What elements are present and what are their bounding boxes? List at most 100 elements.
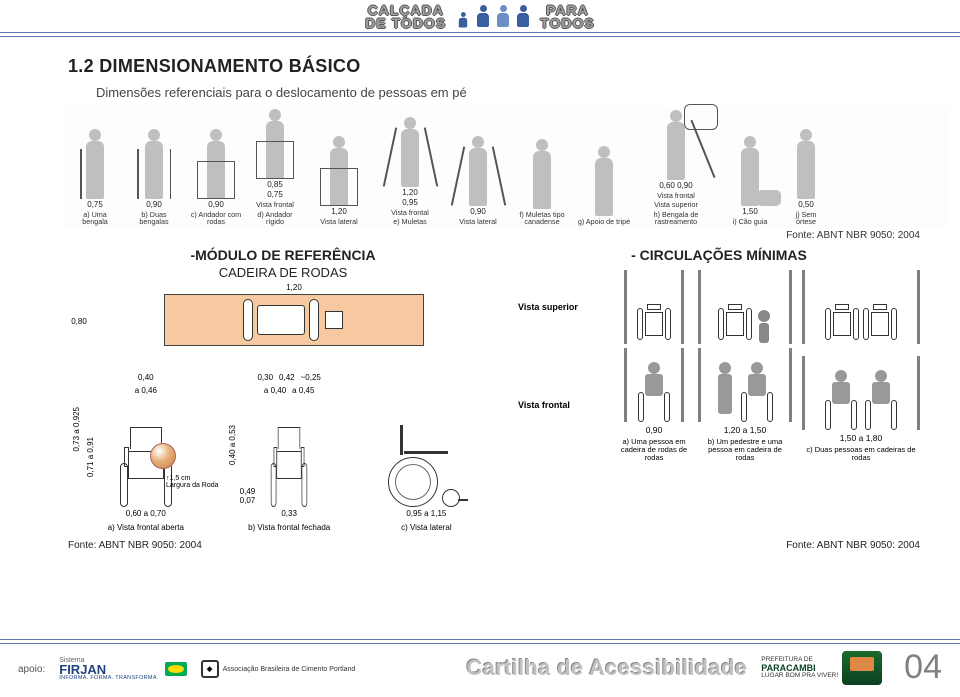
page-content: 1.2 DIMENSIONAMENTO BÁSICO Dimensões ref… xyxy=(0,42,960,551)
min-circulation-column: - CIRCULAÇÕES MÍNIMAS Vista superior xyxy=(518,247,920,465)
wheelchair-user-front-icon xyxy=(863,370,899,430)
people-icon xyxy=(454,5,532,29)
caption: a) Vista frontal aberta xyxy=(108,523,184,532)
pedestrian-figure: f) Muletas tipo canadense xyxy=(514,129,570,226)
circulation-cell xyxy=(620,270,688,344)
logo-text-line: DE TODOS xyxy=(365,17,446,30)
circulation-title: - CIRCULAÇÕES MÍNIMAS xyxy=(518,247,920,264)
width-dim: 0,90 xyxy=(646,425,663,435)
sponsor-firjan: Sistema FIRJAN INFORMA. FORMA. TRANSFORM… xyxy=(59,658,186,681)
pedestrian-figure: 0,90Vista lateral xyxy=(448,126,508,226)
logo-left: CALÇADA DE TODOS PARA TODOS xyxy=(365,4,594,29)
caption: c) Duas pessoas em cadeiras de rodas xyxy=(802,446,920,463)
wheel-width-callout-icon xyxy=(150,443,176,469)
wheelchair-plan-view: 0,80 1,20 xyxy=(68,283,498,361)
page-footer: apoio: Sistema FIRJAN INFORMA. FORMA. TR… xyxy=(0,639,960,697)
apoio-label: apoio: xyxy=(18,664,45,675)
pedestrian-top-icon xyxy=(756,310,772,344)
pedestrian-figure: 0,850,75Vista frontald) Andador rígido xyxy=(250,99,300,226)
caption: c) Vista lateral xyxy=(401,523,452,532)
pedestrian-front-icon xyxy=(715,362,735,422)
ref-module-title: -MÓDULO DE REFERÊNCIA CADEIRA DE RODAS xyxy=(68,247,498,281)
pedestrian-figure: 1,200,95Vista frontale) Muletas xyxy=(378,107,442,226)
pedestrian-figure: 0,50j) Sem órtese xyxy=(786,119,826,226)
header-rule xyxy=(0,32,960,33)
paracambi-crest-icon xyxy=(842,651,882,685)
width-dim: 1,20 a 1,50 xyxy=(724,425,767,435)
circulation-cell: 1,50 a 1,80 c) Duas pessoas em cadeiras … xyxy=(802,356,920,463)
logo-left-text: CALÇADA DE TODOS xyxy=(365,4,446,29)
wheelchair-top-icon xyxy=(825,304,859,344)
flag-icon xyxy=(165,662,187,676)
plan-width-dim: 1,20 xyxy=(286,283,302,292)
pedestrian-figure: 0,60 0,90Vista frontalVista superiorh) B… xyxy=(638,100,714,226)
circulation-figure: Vista superior Vista frontal xyxy=(518,268,920,465)
logo-text-line: TODOS xyxy=(540,17,595,30)
row-label: Vista frontal xyxy=(518,400,610,410)
circulation-cell xyxy=(698,270,792,344)
footer-rule xyxy=(0,643,960,644)
wheelchair-views-row: 0,40 a 0,46 0,73 a 0,925 0,71 a 0,91 xyxy=(68,367,498,536)
base-dim: 0,60 a 0,70 xyxy=(126,509,166,518)
abcp-text: Associação Brasileira de Cimento Portlan… xyxy=(223,666,356,673)
reference-module-column: -MÓDULO DE REFERÊNCIA CADEIRA DE RODAS 0… xyxy=(68,247,498,536)
plan-height-dim: 0,80 xyxy=(68,283,90,361)
dim-row: 0,30 0,42 ~0,25 xyxy=(257,373,320,382)
wheelchair-top-icon xyxy=(637,304,671,344)
circulation-cell: 0,90 a) Uma pessoa em cadeira de rodas d… xyxy=(620,348,688,463)
wheelchair-user-front-icon xyxy=(636,362,672,422)
caption: a) Uma pessoa em cadeira de rodas de rod… xyxy=(620,438,688,463)
dim-row: 0,40 xyxy=(138,373,154,382)
two-column-layout: -MÓDULO DE REFERÊNCIA CADEIRA DE RODAS 0… xyxy=(68,247,920,536)
footer-rule xyxy=(0,639,960,640)
width-dim: 1,50 a 1,80 xyxy=(840,433,883,443)
page-number: 04 xyxy=(904,648,942,687)
circulation-cell: 1,20 a 1,50 b) Um pedestre e uma pessoa … xyxy=(698,348,792,463)
caption: b) Um pedestre e uma pessoa em cadeira d… xyxy=(698,438,792,463)
source-note: Fonte: ABNT NBR 9050: 2004 xyxy=(68,230,920,241)
title-line: -MÓDULO DE REFERÊNCIA xyxy=(190,247,375,263)
wheelchair-top-icon xyxy=(239,299,349,341)
pedestrian-figure: 0,90b) Duas bengalas xyxy=(126,119,182,226)
sponsor-prefeitura: PREFEITURA DE PARACAMBI LUGAR BOM PRA VI… xyxy=(761,651,882,685)
row-label: Vista superior xyxy=(518,302,610,312)
wheelchair-front-open: 0,40 a 0,46 0,73 a 0,925 0,71 a 0,91 xyxy=(72,371,220,532)
pedestrian-figure: 0,90c) Andador com rodas xyxy=(188,119,244,226)
wheelchair-side-view: 0,95 a 1,15 c) Vista lateral xyxy=(359,371,494,532)
dim-row: a 0,40 a 0,45 xyxy=(264,386,315,395)
dim-row: a 0,46 xyxy=(135,386,157,395)
header-banner: CALÇADA DE TODOS PARA TODOS xyxy=(0,0,960,42)
caption: b) Vista frontal fechada xyxy=(248,523,330,532)
wheelchair-user-front-icon xyxy=(739,362,775,422)
pedestrian-figure: 0,75a) Uma bengala xyxy=(70,119,120,226)
firjan-tagline: INFORMA. FORMA. TRANSFORMA. xyxy=(59,676,158,681)
wheelchair-user-front-icon xyxy=(823,370,859,430)
circulation-cell xyxy=(802,270,920,344)
bottom-sources: Fonte: ABNT NBR 9050: 2004 Fonte: ABNT N… xyxy=(68,540,920,551)
firjan-logo-text: FIRJAN xyxy=(59,664,158,676)
header-rule xyxy=(0,36,960,37)
wheelchair-top-icon xyxy=(863,304,897,344)
wheelchair-front-closed: 0,30 0,42 ~0,25 a 0,40 a 0,45 0,40 a 0,5… xyxy=(228,371,351,532)
logo-right-text: PARA TODOS xyxy=(540,4,595,29)
wheelchair-side-icon xyxy=(382,415,470,507)
wheelchair-front-icon xyxy=(268,417,310,507)
source-note: Fonte: ABNT NBR 9050: 2004 xyxy=(786,540,920,551)
sponsor-abcp: ◆ Associação Brasileira de Cimento Portl… xyxy=(201,660,356,678)
section-title: 1.2 DIMENSIONAMENTO BÁSICO xyxy=(68,56,920,77)
pedestrian-figure: g) Apoio de tripé xyxy=(576,136,632,226)
circulation-top-row: Vista superior xyxy=(518,268,920,346)
pedestrian-dimensions-strip: 0,75a) Uma bengala0,90b) Duas bengalas0,… xyxy=(64,106,948,228)
abcp-logo-icon: ◆ xyxy=(201,660,219,678)
pedestrian-figure: 1,50i) Cão guia xyxy=(720,126,780,226)
circulation-front-row: Vista frontal 0,90 a) Uma pessoa em cade… xyxy=(518,346,920,465)
plan-box xyxy=(164,294,424,346)
wheelchair-top-icon xyxy=(718,304,752,344)
base-dim: 0,95 a 1,15 xyxy=(406,509,446,518)
pedestrian-figure: 1,20Vista lateral xyxy=(306,126,372,226)
booklet-title: Cartilha de Acessibilidade xyxy=(466,655,747,681)
pref-text: PREFEITURA DE PARACAMBI LUGAR BOM PRA VI… xyxy=(761,657,838,679)
title-line: CADEIRA DE RODAS xyxy=(219,265,348,280)
section-lead: Dimensões referenciais para o deslocamen… xyxy=(96,85,920,100)
source-note: Fonte: ABNT NBR 9050: 2004 xyxy=(68,540,202,551)
